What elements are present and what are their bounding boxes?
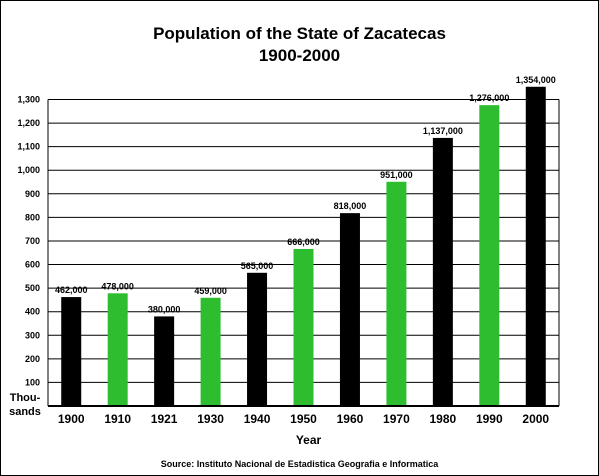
x-tick-label-1940: 1940 [244,412,271,426]
x-tick-label-1930: 1930 [197,412,224,426]
data-label-1970: 951,000 [380,170,413,180]
bar-1970 [386,181,407,406]
data-label-1900: 462,000 [55,285,88,295]
x-tick-label-1950: 1950 [290,412,317,426]
x-tick-label-1980: 1980 [430,412,457,426]
data-label-1940: 565,000 [241,261,274,271]
x-tick-label-1990: 1990 [476,412,503,426]
y-tick-label: 400 [25,307,40,317]
chart-source: Source: Instituto Nacional de Estadistic… [160,459,439,469]
bar-1960 [339,213,360,406]
y-tick-label: 1,300 [17,95,40,105]
data-label-1930: 459,000 [194,286,227,296]
y-tick-label: 600 [25,260,40,270]
y-tick-label: 1,000 [17,165,40,175]
bar-1980 [432,137,453,406]
bar-1940 [247,272,268,406]
data-label-1910: 478,000 [101,281,134,291]
bar-1930 [200,297,221,406]
data-label-2000: 1,354,000 [516,75,556,85]
x-tick-label-1921: 1921 [151,412,178,426]
x-axis-label: Year [296,433,322,447]
y-tick-label: 700 [25,236,40,246]
y-tick-label: 100 [25,377,40,387]
bar-1910 [107,293,128,406]
data-label-1960: 818,000 [334,201,367,211]
chart-title: Population of the State of Zacatecas [153,24,446,43]
x-tick-label-2000: 2000 [522,412,549,426]
bar-1900 [61,297,82,406]
y-tick-label: 900 [25,189,40,199]
x-tick-label-1900: 1900 [58,412,85,426]
y-tick-label: 300 [25,330,40,340]
data-label-1990: 1,276,000 [469,93,509,103]
data-label-1921: 380,000 [148,304,181,314]
x-tick-label-1910: 1910 [104,412,131,426]
bar-1921 [154,316,175,406]
y-axis-unit-label: Thou- sands [3,391,47,419]
y-tick-label: 1,200 [17,118,40,128]
y-tick-label: 800 [25,212,40,222]
y-tick-label: 500 [25,283,40,293]
bar-1990 [479,105,500,407]
y-axis-unit-text: Thou- sands [9,392,41,418]
x-tick-label-1960: 1960 [337,412,364,426]
data-label-1980: 1,137,000 [423,126,463,136]
y-tick-label: 1,100 [17,142,40,152]
bar-1950 [293,248,314,406]
y-tick-label: 200 [25,354,40,364]
chart-subtitle: 1900-2000 [258,46,341,65]
bar-2000 [525,86,546,406]
data-label-1950: 666,000 [287,237,320,247]
x-tick-label-1970: 1970 [383,412,410,426]
